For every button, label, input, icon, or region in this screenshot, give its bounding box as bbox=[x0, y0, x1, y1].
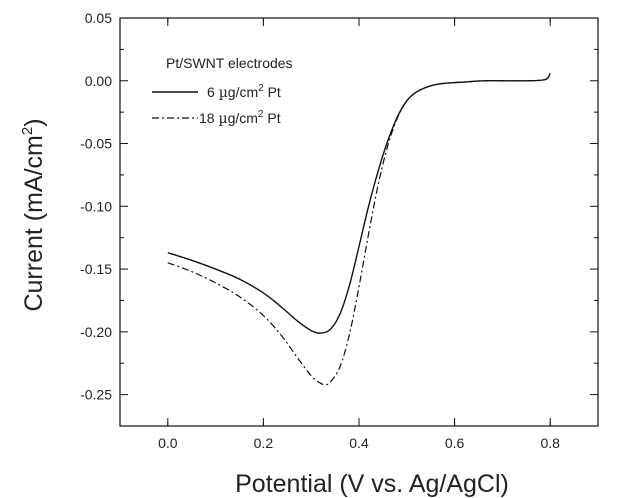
x-tick-label: 0.8 bbox=[540, 435, 560, 451]
x-tick-label: 0.4 bbox=[349, 435, 369, 451]
legend: Pt/SWNT electrodes 6 µg/cm2 Pt 18 µg/cm2… bbox=[152, 55, 293, 127]
x-axis-title: Potential (V vs. Ag/AgCl) bbox=[235, 470, 509, 498]
series-line-1 bbox=[167, 72, 551, 334]
legend-title: Pt/SWNT electrodes bbox=[166, 55, 293, 71]
x-tick-label: 0.0 bbox=[158, 435, 178, 451]
y-tick-label: -0.25 bbox=[80, 387, 112, 403]
y-tick-label: 0.05 bbox=[85, 10, 112, 26]
legend-label-series-1: 6 µg/cm2 Pt bbox=[207, 83, 281, 101]
series-lines bbox=[167, 72, 551, 386]
y-tick-label: -0.10 bbox=[80, 198, 112, 214]
x-tick-label: 0.6 bbox=[445, 435, 465, 451]
y-tick-label: -0.20 bbox=[80, 324, 112, 340]
y-tick-label: -0.15 bbox=[80, 261, 112, 277]
y-tick-label: 0.00 bbox=[85, 73, 112, 89]
plot-frame bbox=[119, 17, 599, 427]
y-axis-ticks: 0.05 0.00 -0.05 -0.10 -0.15 -0.20 -0.25 bbox=[80, 10, 598, 427]
x-axis-ticks: 0.0 0.2 0.4 0.6 0.8 bbox=[158, 18, 560, 451]
series-line-2 bbox=[167, 72, 551, 386]
y-tick-label: -0.05 bbox=[80, 136, 112, 152]
y-axis-title: Current (mA/cm2) bbox=[19, 118, 48, 311]
x-tick-label: 0.2 bbox=[254, 435, 274, 451]
legend-label-series-2: 18 µg/cm2 Pt bbox=[199, 109, 281, 127]
plot-border bbox=[119, 17, 599, 427]
